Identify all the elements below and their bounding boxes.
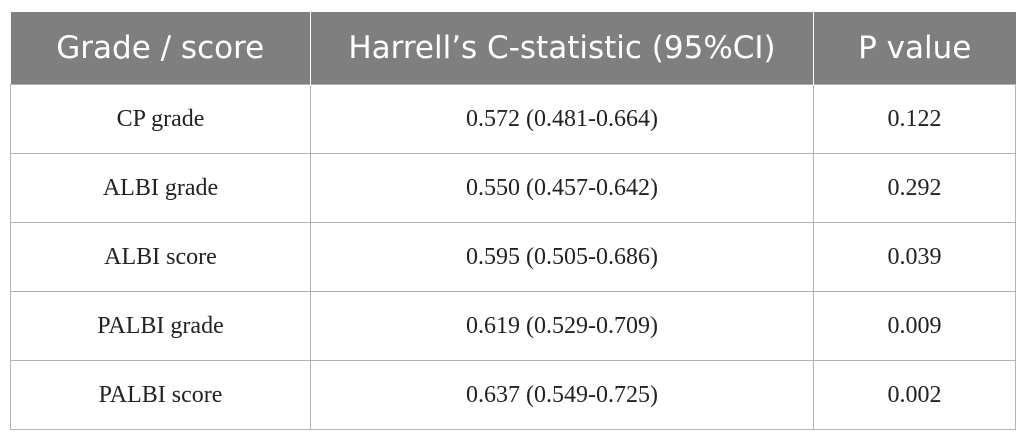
cell-grade-score: ALBI score — [10, 222, 311, 292]
header-c-statistic: Harrell’s C-statistic (95%CI) — [310, 12, 814, 85]
cell-c-statistic: 0.550 (0.457-0.642) — [310, 153, 814, 223]
table-row: CP grade 0.572 (0.481-0.664) 0.122 — [10, 84, 1016, 154]
cell-p-value: 0.292 — [813, 153, 1016, 223]
table-row: PALBI score 0.637 (0.549-0.725) 0.002 — [10, 360, 1016, 430]
cell-p-value: 0.002 — [813, 360, 1016, 430]
cell-p-value: 0.122 — [813, 84, 1016, 154]
table-row: ALBI grade 0.550 (0.457-0.642) 0.292 — [10, 153, 1016, 223]
header-p-value: P value — [813, 12, 1016, 85]
table-header: Grade / score Harrell’s C-statistic (95%… — [10, 12, 1016, 85]
cell-c-statistic: 0.637 (0.549-0.725) — [310, 360, 814, 430]
cell-c-statistic: 0.572 (0.481-0.664) — [310, 84, 814, 154]
results-table-container: Grade / score Harrell’s C-statistic (95%… — [10, 12, 1016, 430]
cell-grade-score: PALBI score — [10, 360, 311, 430]
table-body: CP grade 0.572 (0.481-0.664) 0.122 ALBI … — [10, 84, 1016, 430]
cell-grade-score: PALBI grade — [10, 291, 311, 361]
cell-p-value: 0.039 — [813, 222, 1016, 292]
c-statistic-table: Grade / score Harrell’s C-statistic (95%… — [10, 12, 1016, 430]
table-row: ALBI score 0.595 (0.505-0.686) 0.039 — [10, 222, 1016, 292]
header-grade-score: Grade / score — [10, 12, 311, 85]
cell-grade-score: ALBI grade — [10, 153, 311, 223]
cell-c-statistic: 0.595 (0.505-0.686) — [310, 222, 814, 292]
table-row: PALBI grade 0.619 (0.529-0.709) 0.009 — [10, 291, 1016, 361]
cell-c-statistic: 0.619 (0.529-0.709) — [310, 291, 814, 361]
cell-grade-score: CP grade — [10, 84, 311, 154]
cell-p-value: 0.009 — [813, 291, 1016, 361]
header-row: Grade / score Harrell’s C-statistic (95%… — [10, 12, 1016, 85]
